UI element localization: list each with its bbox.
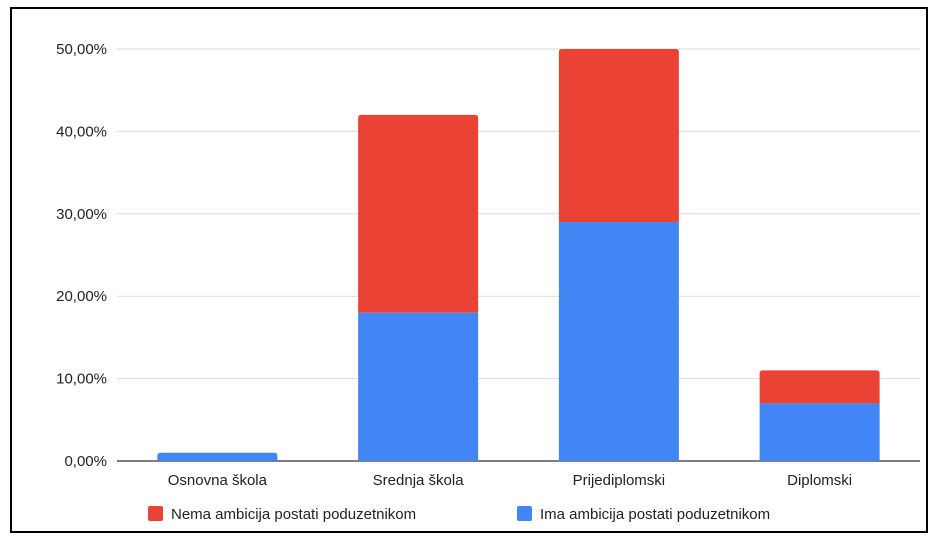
bar-segment [157,452,278,461]
x-tick-label: Osnovna škola [168,472,268,489]
bar-segment [558,49,679,223]
y-tick-label: 20,00% [56,288,107,305]
bar-segment [759,403,880,461]
legend-label: Ima ambicija postati poduzetnikom [540,506,770,523]
y-axis-tick-labels: 0,00% 10,00% 20,00% 30,00% 40,00% 50,00% [56,41,107,470]
legend-label: Nema ambicija postati poduzetnikom [171,506,416,523]
chart-frame: 0,00% 10,00% 20,00% 30,00% 40,00% 50,00% Osno… [10,7,928,533]
y-tick-label: 30,00% [56,206,107,223]
legend-swatch [148,506,163,521]
y-tick-label: 50,00% [56,41,107,58]
bar-segment [759,370,880,404]
stacked-bar-chart: 0,00% 10,00% 20,00% 30,00% 40,00% 50,00% Osno… [56,41,920,523]
y-tick-label: 10,00% [56,371,107,388]
bars [157,49,880,461]
bar-segment [558,222,679,461]
bar-segment [358,312,479,461]
legend-swatch [517,506,532,521]
x-tick-label: Diplomski [787,472,852,489]
bar-segment [358,114,479,313]
x-tick-label: Srednja škola [373,472,465,489]
y-tick-label: 40,00% [56,123,107,140]
x-axis-tick-labels: Osnovna škola Srednja škola Prijediplomski… [168,472,852,489]
y-tick-label: 0,00% [64,453,107,470]
x-tick-label: Prijediplomski [573,472,666,489]
legend: Nema ambicija postati poduzetnikom Ima am… [148,506,770,523]
